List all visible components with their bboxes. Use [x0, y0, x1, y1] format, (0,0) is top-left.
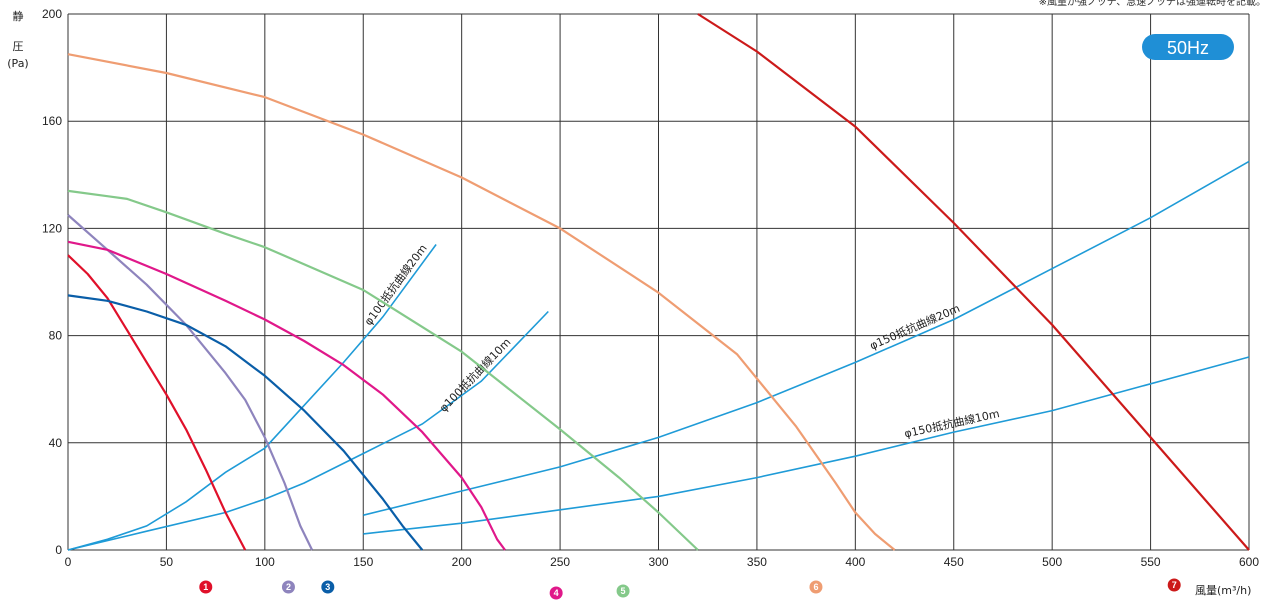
- y-axis-label-2: 圧: [13, 40, 24, 53]
- resistance-curve-label-1: φ100抵抗曲線20m: [361, 241, 430, 327]
- series-marker-label-5: 5: [621, 586, 626, 596]
- x-tick-label-11: 550: [1141, 555, 1161, 569]
- x-tick-label-8: 400: [845, 555, 865, 569]
- resistance-curve-4: [363, 356, 1250, 535]
- resistance-curve-3: [363, 160, 1250, 516]
- y-axis-label-1: 静: [13, 9, 24, 23]
- x-tick-label-7: 350: [747, 555, 767, 569]
- frequency-badge: 50Hz: [1142, 34, 1234, 60]
- fan-curves: [67, 13, 1250, 551]
- y-tick-label-2: 80: [49, 329, 63, 343]
- y-tick-label-5: 200: [42, 7, 62, 21]
- y-tick-label-3: 120: [42, 221, 62, 235]
- frequency-badge-shape: [1142, 34, 1234, 60]
- series-marker-label-3: 3: [325, 582, 330, 592]
- frequency-badge-label: 50Hz: [1167, 38, 1209, 58]
- resistance-curve-2: [67, 310, 549, 551]
- series-marker-label-6: 6: [813, 582, 818, 592]
- fan-curve-2: [67, 214, 314, 551]
- x-axis-label: 風量(m³/h): [1195, 584, 1251, 597]
- fan-curve-3: [67, 294, 424, 551]
- series-marker-label-1: 1: [203, 582, 208, 592]
- x-tick-label-6: 300: [648, 555, 668, 569]
- x-tick-label-5: 250: [550, 555, 570, 569]
- x-tick-label-3: 150: [353, 555, 373, 569]
- resistance-curve-label-2: φ100抵抗曲線10m: [436, 335, 513, 415]
- resistance-curve-label-4: φ150抵抗曲線10m: [903, 406, 1001, 440]
- y-tick-label-0: 0: [55, 543, 62, 557]
- series-marker-6: [809, 580, 823, 594]
- series-marker-4: [549, 586, 563, 600]
- y-tick-labels: 0 40 80 120 160 200: [42, 7, 62, 557]
- series-markers: 1 2 3 4 5 6 7: [199, 578, 1181, 600]
- series-marker-3: [321, 580, 335, 594]
- series-marker-5: [616, 584, 630, 598]
- grid: [67, 13, 1250, 551]
- fan-curve-7: [697, 13, 1250, 551]
- y-tick-label-4: 160: [42, 114, 62, 128]
- x-tick-label-12: 600: [1239, 555, 1259, 569]
- series-marker-2: [281, 580, 295, 594]
- y-tick-label-1: 40: [49, 436, 63, 450]
- fan-curve-5: [67, 189, 699, 551]
- fan-curve-4: [67, 240, 506, 551]
- x-tick-label-9: 450: [944, 555, 964, 569]
- series-marker-7: [1167, 578, 1181, 592]
- resistance-curve-label-3: φ150抵抗曲線20m: [867, 301, 962, 353]
- series-marker-label-4: 4: [554, 588, 559, 598]
- x-tick-labels: 0 50 100 150 200 250 300 350 400 450 500 550 600: [65, 555, 1260, 569]
- x-tick-label-0: 0: [65, 555, 72, 569]
- series-marker-label-2: 2: [286, 582, 291, 592]
- x-tick-label-4: 200: [452, 555, 472, 569]
- x-tick-label-2: 100: [255, 555, 275, 569]
- x-tick-label-1: 50: [160, 555, 174, 569]
- chart-note: ※風量が強ノッチ、急速ノッチは強運転時を記載。: [1039, 0, 1266, 8]
- series-marker-label-7: 7: [1172, 580, 1177, 590]
- y-axis-unit: (Pa): [7, 57, 28, 70]
- resistance-curve-1: [67, 244, 437, 551]
- fan-curve-6: [67, 53, 896, 551]
- series-marker-1: [199, 580, 213, 594]
- fan-curve-1: [67, 254, 247, 551]
- x-tick-label-10: 500: [1042, 555, 1062, 569]
